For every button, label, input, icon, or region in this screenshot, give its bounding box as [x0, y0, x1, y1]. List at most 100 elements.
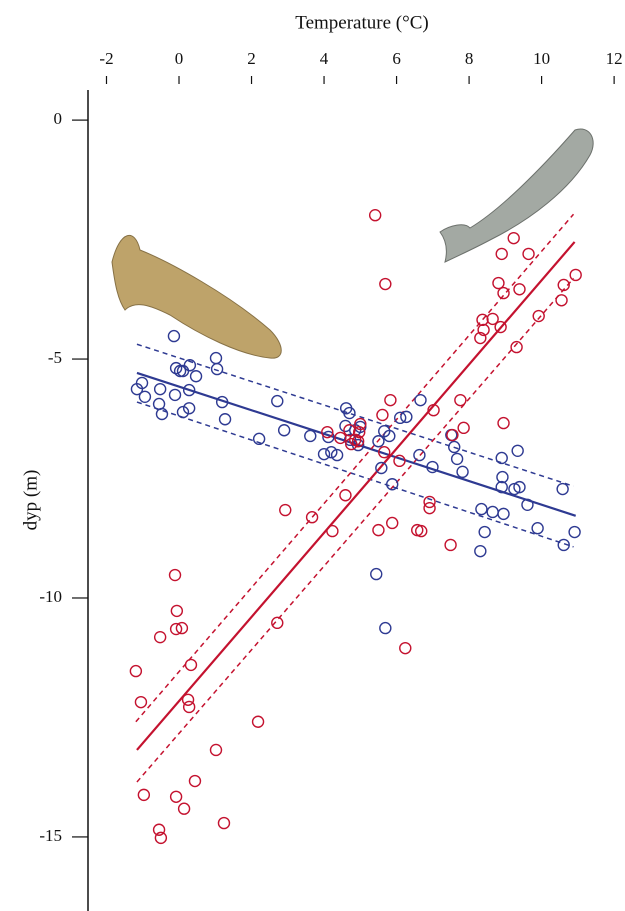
data-point: [379, 621, 392, 635]
x-axis-title: Temperature (°C): [295, 12, 428, 33]
data-point: [384, 393, 397, 407]
data-point: [555, 294, 568, 307]
y-tick-label: -10: [39, 587, 62, 606]
data-point: [169, 790, 183, 803]
regression-line: [136, 241, 576, 751]
data-point: [170, 604, 184, 618]
x-tick-label: 12: [606, 49, 623, 68]
data-point: [497, 286, 510, 300]
data-point: [321, 425, 334, 439]
data-point: [423, 501, 436, 515]
data-point: [510, 340, 523, 354]
x-tick-label: 10: [533, 49, 550, 68]
data-point: [353, 425, 366, 439]
data-point: [152, 823, 166, 836]
data-point: [456, 465, 469, 479]
y-tick-label: -5: [48, 348, 62, 367]
data-point: [183, 359, 197, 372]
data-point: [522, 247, 535, 261]
data-point: [413, 448, 426, 462]
data-point: [497, 416, 510, 430]
data-point: [497, 507, 510, 521]
data-point: [304, 429, 317, 443]
data-point: [495, 451, 508, 465]
data-point: [169, 361, 183, 375]
data-point: [184, 658, 198, 672]
data-point: [343, 424, 356, 437]
data-point: [181, 693, 195, 706]
fish-illustrations: [111, 128, 594, 359]
data-point: [372, 435, 385, 448]
data-point: [372, 523, 385, 537]
data-point: [496, 470, 509, 484]
confidence-line: [135, 213, 575, 723]
data-point: [378, 446, 391, 459]
data-point: [379, 277, 392, 291]
data-point: [153, 630, 167, 644]
data-point: [454, 393, 467, 407]
data-point: [476, 313, 489, 327]
data-point: [557, 278, 570, 292]
data-point: [368, 209, 382, 222]
data-point: [177, 802, 191, 815]
data-point: [210, 362, 224, 376]
data-point: [354, 420, 367, 434]
data-point: [175, 621, 189, 635]
data-point: [423, 495, 436, 509]
data-point: [339, 489, 352, 502]
data-point: [326, 524, 339, 538]
data-point: [557, 538, 570, 552]
data-point: [152, 397, 166, 411]
data-point: [277, 424, 291, 437]
data-point: [474, 331, 487, 345]
data-point: [386, 516, 399, 530]
data-point: [317, 447, 331, 461]
data-point: [137, 788, 151, 802]
data-point: [129, 664, 143, 678]
data-point: [376, 408, 389, 422]
data-point: [386, 478, 399, 491]
data-point: [343, 406, 356, 420]
data-point: [251, 715, 265, 728]
data-point: [188, 774, 202, 788]
data-point: [271, 616, 284, 630]
y-tick-label: 0: [54, 109, 63, 128]
data-point: [305, 511, 319, 524]
data-point: [513, 480, 526, 494]
data-point: [568, 525, 581, 539]
data-point: [351, 435, 365, 448]
data-point: [513, 283, 526, 296]
data-point: [173, 364, 187, 378]
data-point: [209, 743, 223, 757]
data-point: [446, 428, 459, 442]
data-point: [169, 622, 183, 636]
data-point: [400, 410, 413, 424]
data-point: [370, 567, 383, 581]
data-point: [218, 413, 232, 426]
data-point: [474, 544, 487, 558]
data-point: [569, 268, 582, 282]
data-point: [168, 388, 182, 402]
data-point: [217, 816, 231, 830]
data-point: [393, 411, 407, 425]
data-point: [399, 641, 412, 655]
data-point: [444, 538, 457, 552]
data-point: [215, 395, 229, 409]
data-point: [415, 524, 428, 538]
x-tick-label: 0: [175, 49, 184, 68]
data-point: [134, 695, 148, 709]
data-point: [334, 431, 347, 445]
data-point: [448, 440, 461, 454]
data-point: [495, 480, 508, 494]
data-point: [531, 522, 544, 535]
x-tick-label: 4: [320, 49, 329, 68]
data-point: [426, 460, 439, 474]
data-point: [168, 568, 182, 582]
pollock-illustration: [439, 128, 594, 263]
data-point: [492, 276, 505, 290]
confidence-line: [136, 277, 575, 783]
data-point: [176, 405, 190, 419]
data-point: [427, 403, 440, 417]
